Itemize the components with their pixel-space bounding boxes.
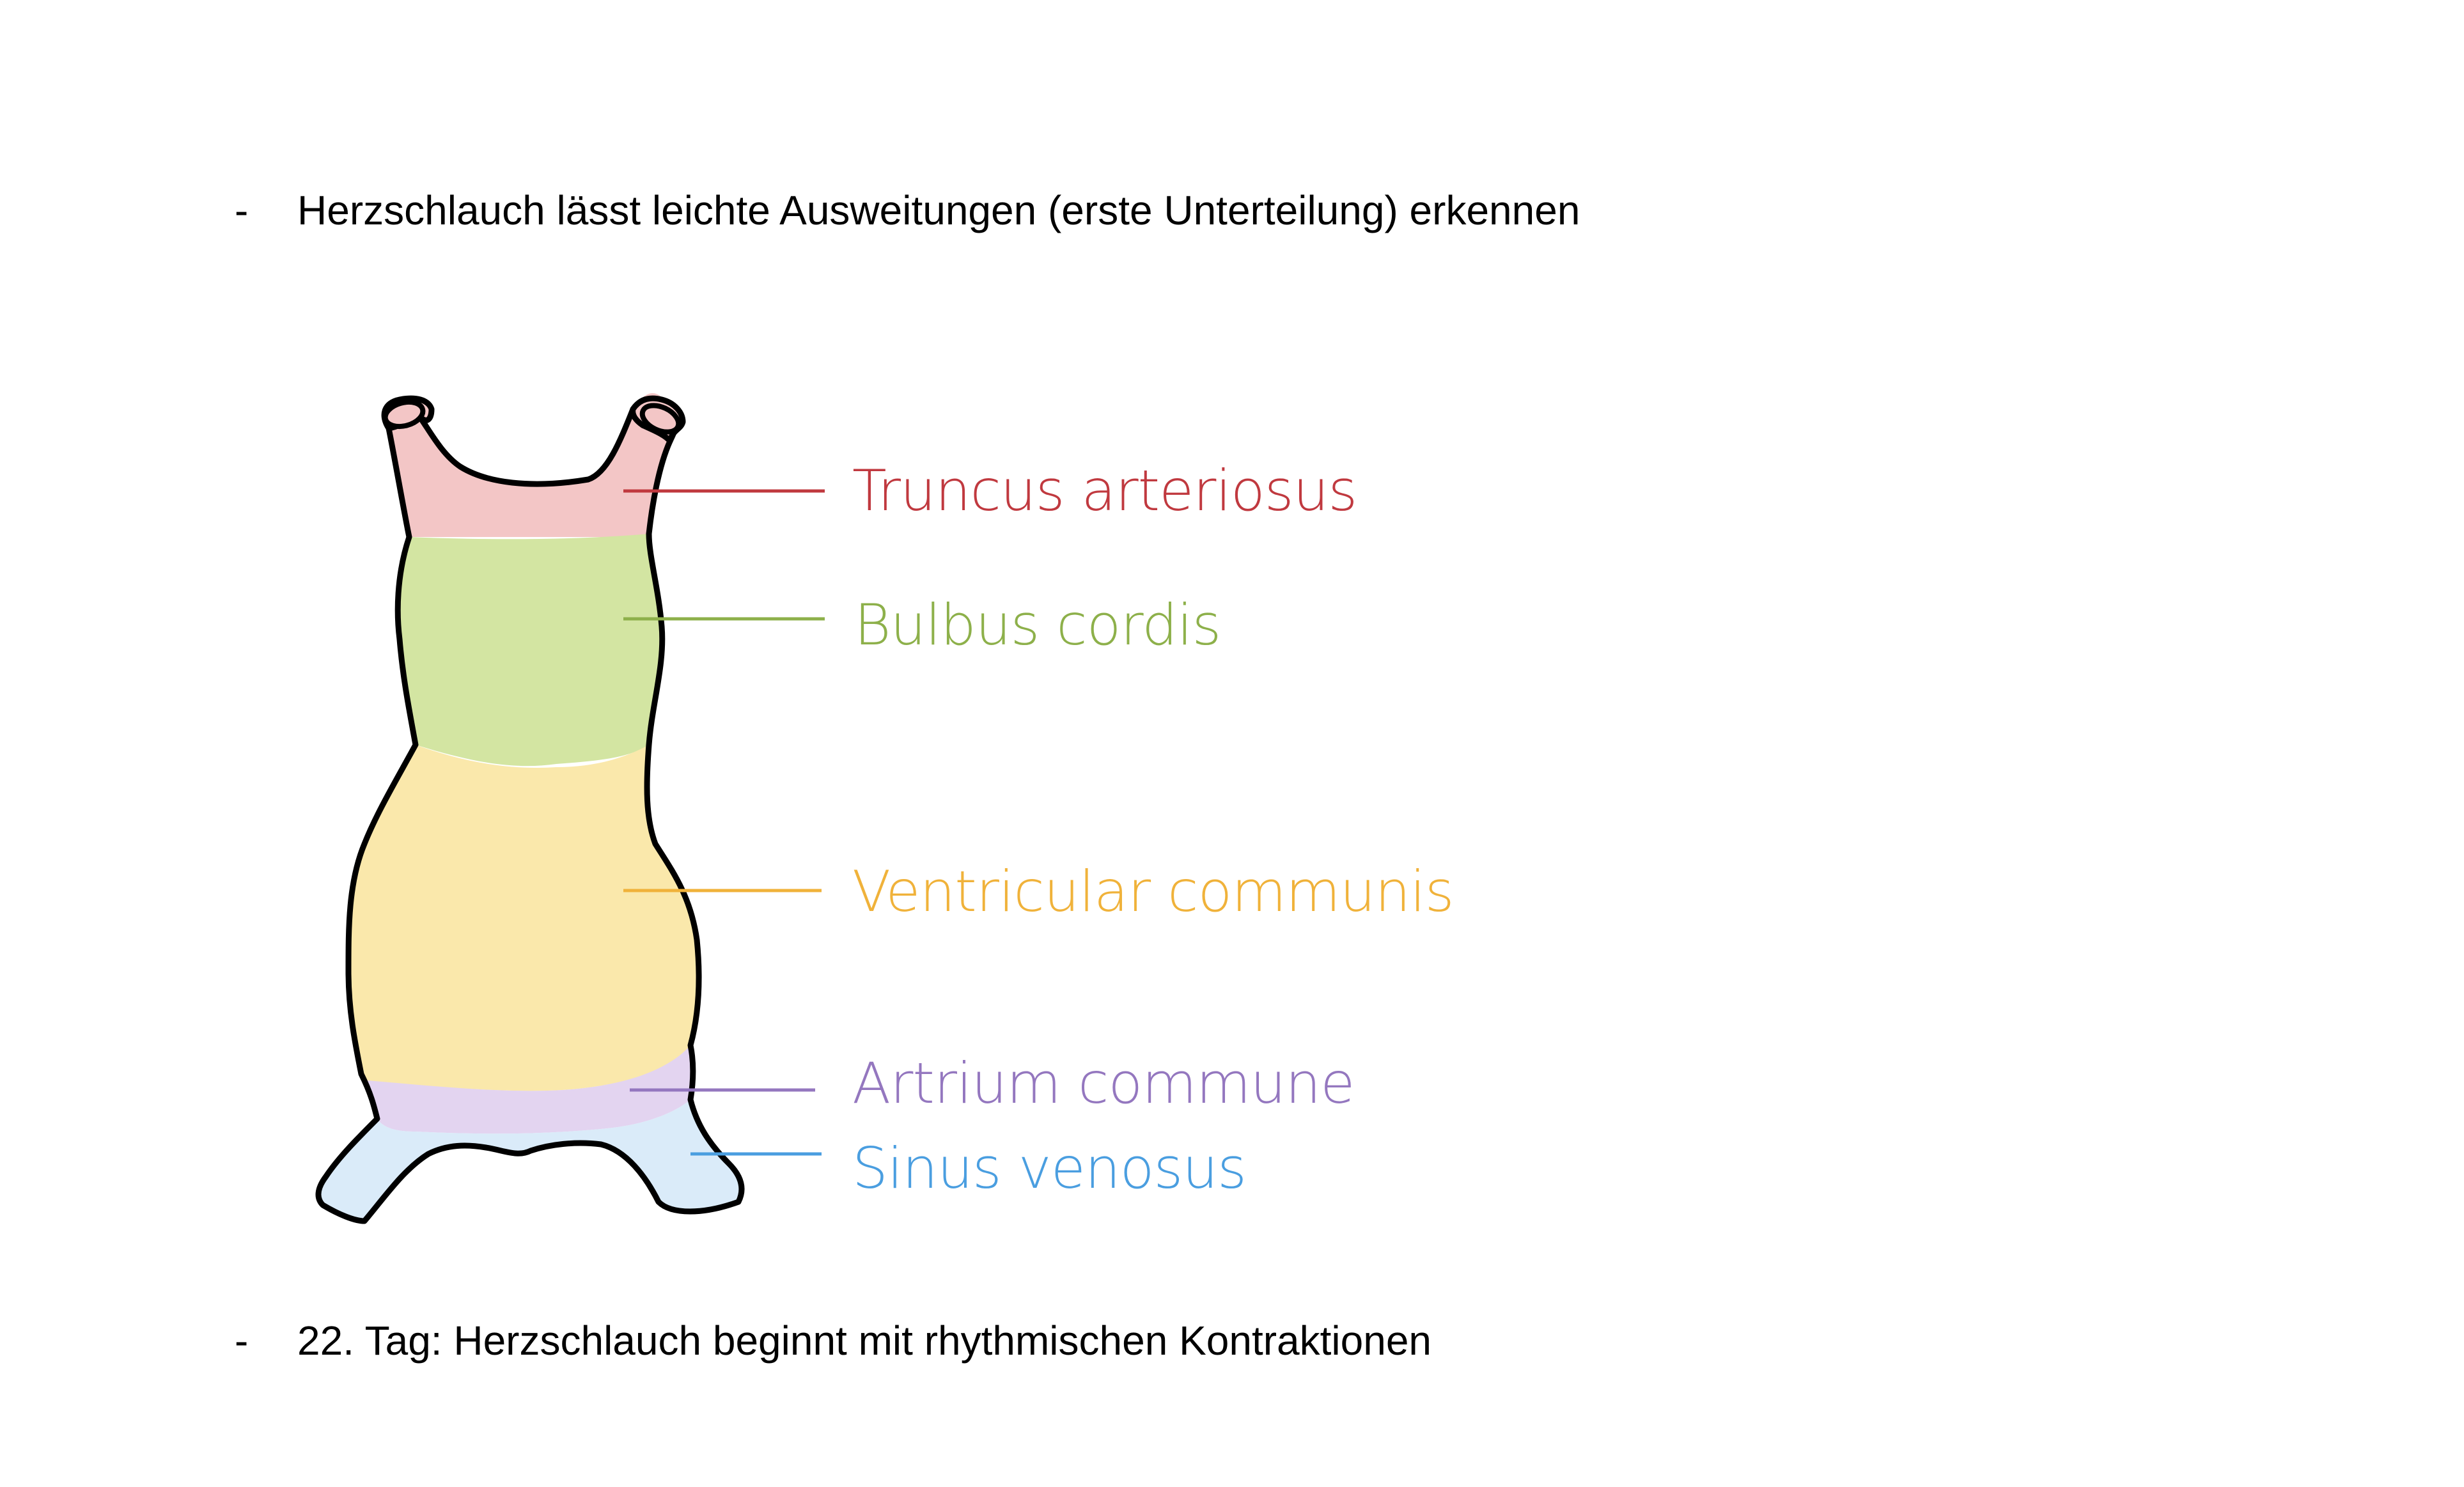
bullet-marker: - (235, 1318, 249, 1364)
label-truncus-arteriosus: Truncus arteriosus (852, 458, 1357, 524)
region-ventricular-communis (348, 745, 699, 1091)
left-vessel-opening (382, 399, 426, 430)
label-sinus-venosus: Sinus venosus (852, 1135, 1246, 1201)
region-truncus-arteriosus (389, 393, 678, 537)
bullet-item-2: - 22. Tag: Herzschlauch beginnt mit rhyt… (235, 1317, 1431, 1364)
bullet-marker: - (235, 187, 249, 233)
heart-tube-outline (315, 406, 745, 1224)
region-bulbus-cordis (398, 534, 662, 767)
label-ventricular-communis: Ventricular communis (852, 859, 1454, 924)
right-vessel-opening (639, 403, 682, 435)
label-bulbus-cordis: Bulbus cordis (854, 592, 1220, 658)
region-artrium-commune (368, 1045, 693, 1134)
bullet-text: Herzschlauch lässt leichte Ausweitungen … (297, 187, 1580, 233)
bullet-text: 22. Tag: Herzschlauch beginnt mit rhythm… (297, 1318, 1431, 1364)
label-artrium-commune: Artrium commune (852, 1050, 1354, 1116)
bullet-item-1: - Herzschlauch lässt leichte Ausweitunge… (235, 187, 1580, 234)
region-sinus-venosus (318, 1100, 742, 1221)
